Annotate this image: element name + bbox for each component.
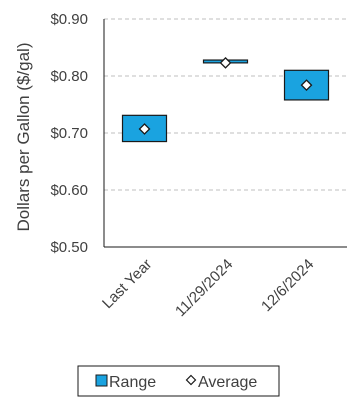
range-bars <box>121 59 330 143</box>
axes <box>103 19 347 248</box>
x-tick-label: 11/29/2024 <box>172 256 236 320</box>
gridlines <box>104 18 347 191</box>
y-tick-label: $0.60 <box>50 182 88 199</box>
average-marker <box>300 79 313 92</box>
legend-average-marker-icon <box>185 374 197 386</box>
average-markers <box>138 56 313 135</box>
y-axis-tick-labels: $0.50 $0.60 $0.70 $0.80 $0.90 <box>50 11 88 256</box>
y-axis-label: Dollars per Gallon ($/gal) <box>14 43 33 232</box>
y-tick-label: $0.70 <box>50 125 88 142</box>
legend-range-label: Range <box>109 374 156 391</box>
x-tick-label: 12/6/2024 <box>258 256 317 315</box>
y-tick-label: $0.80 <box>50 68 88 85</box>
legend-box <box>77 365 280 397</box>
x-tick-label: Last Year <box>99 256 155 312</box>
y-tick-label: $0.90 <box>50 11 88 28</box>
average-marker <box>138 123 151 135</box>
legend-average-label: Average <box>198 374 257 391</box>
average-marker <box>219 56 232 69</box>
legend: Range Average <box>77 365 280 397</box>
y-tick-label: $0.50 <box>50 239 88 256</box>
x-axis-tick-labels: Last Year 11/29/2024 12/6/2024 <box>99 256 317 320</box>
range-bar <box>121 114 168 143</box>
legend-range-swatch <box>95 374 108 387</box>
